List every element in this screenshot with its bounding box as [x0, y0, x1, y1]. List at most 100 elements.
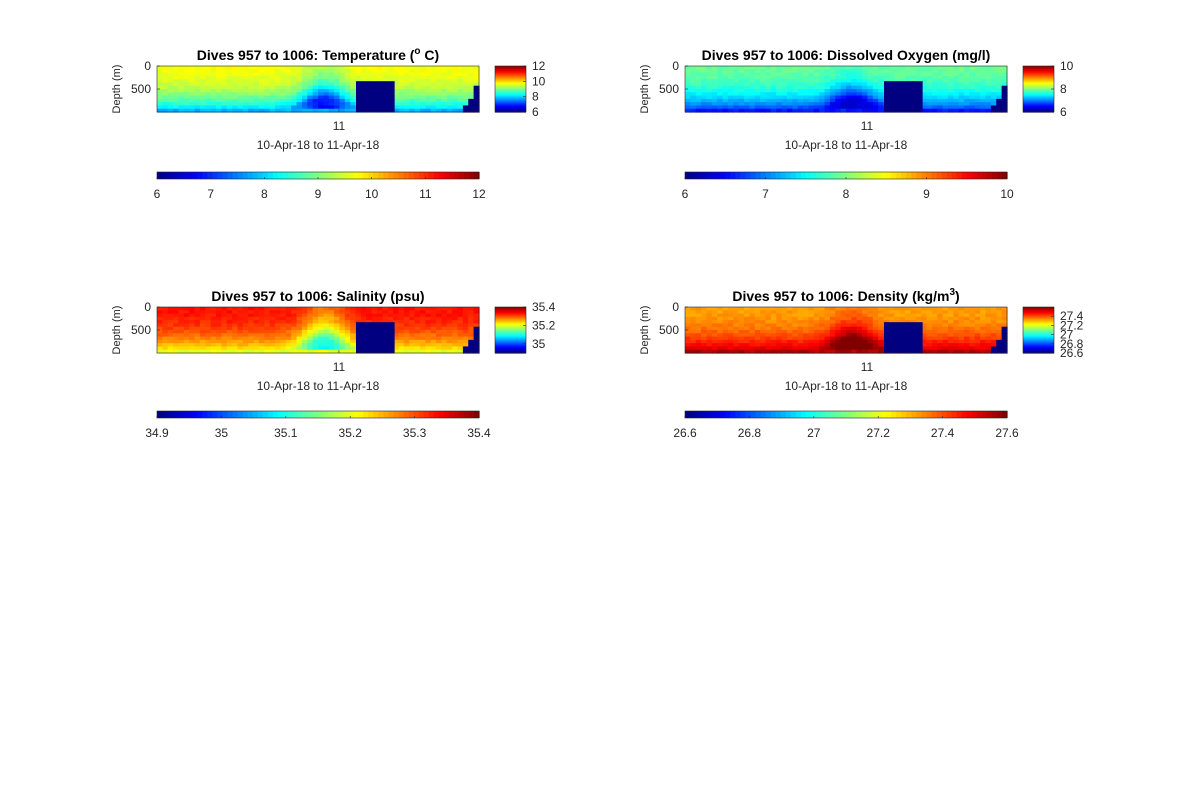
colorbar-swatch [1023, 91, 1054, 94]
colorbar-swatch [1023, 311, 1054, 314]
heatmap-cell [776, 89, 783, 93]
colorbar-swatch [343, 411, 349, 418]
heatmap-cell [829, 72, 836, 77]
heatmap-cell [744, 82, 750, 87]
heatmap-cell [307, 349, 314, 354]
colorbar-swatch [1023, 106, 1054, 108]
heatmap-cell [280, 82, 287, 87]
heatmap-cell [765, 82, 772, 87]
heatmap-cell [926, 82, 933, 87]
heatmap-cell [371, 79, 378, 84]
heatmap-cell [813, 72, 820, 77]
heatmap-cell [969, 343, 976, 348]
heatmap-cell [157, 72, 163, 77]
heatmap-cell [419, 66, 426, 70]
heatmap-cell [280, 349, 287, 354]
heatmap-cell [685, 105, 691, 110]
x-tick-label: 11 [333, 119, 346, 133]
colorbar-swatch [1023, 326, 1054, 329]
colorbar-swatch [257, 172, 264, 179]
heatmap-cell [835, 85, 842, 90]
heatmap-cell [237, 346, 244, 351]
heatmap-cell [173, 346, 180, 351]
heatmap-cell [457, 79, 464, 84]
heatmap-cell [1001, 326, 1008, 331]
heatmap-cell [462, 307, 469, 311]
heatmap-cell [921, 313, 928, 318]
heatmap-cell [685, 92, 691, 97]
colorbar-tick-label: 35 [532, 337, 546, 351]
colorbar-swatch [495, 350, 526, 353]
heatmap-cell [722, 326, 729, 331]
heatmap-cell [344, 75, 351, 80]
heatmap-cell [813, 102, 820, 107]
heatmap-cell [344, 333, 351, 338]
heatmap-cell [701, 92, 708, 97]
colorbar-swatch [700, 172, 706, 179]
colorbar-swatch [495, 94, 526, 97]
heatmap-cell [711, 79, 718, 84]
heatmap-cell [312, 313, 319, 318]
heatmap-cell [258, 102, 265, 107]
heatmap-cell [803, 72, 810, 77]
heatmap-cell [301, 79, 308, 84]
heatmap-cell [264, 102, 271, 107]
heatmap-cell [706, 72, 713, 77]
heatmap-cell [194, 330, 201, 334]
heatmap-cell [958, 102, 965, 107]
heatmap-cell [937, 66, 944, 70]
heatmap-cell [685, 75, 691, 80]
heatmap-cell [808, 82, 815, 87]
heatmap-cell [339, 72, 346, 77]
heatmap-cell [318, 336, 324, 341]
heatmap-cell [468, 320, 475, 325]
heatmap-cell [285, 79, 292, 84]
heatmap-cell [323, 102, 330, 107]
heatmap-cell [409, 108, 416, 113]
heatmap-cell [840, 316, 847, 321]
heatmap-cell [167, 310, 174, 315]
heatmap-cell [969, 326, 976, 331]
colorbar-swatch [1023, 307, 1054, 309]
heatmap-cell [819, 66, 826, 70]
heatmap-cell [452, 92, 459, 97]
heatmap-cell [749, 66, 756, 70]
colorbar-swatch [495, 320, 526, 323]
y-tick-label: 500 [131, 323, 151, 337]
colorbar-tick-label: 35.4 [532, 300, 556, 314]
heatmap-cell [183, 92, 190, 97]
heatmap-cell [835, 69, 842, 74]
heatmap-cell [323, 98, 330, 103]
heatmap-cell [797, 66, 804, 70]
heatmap-cell [178, 333, 185, 338]
colorbar-swatch [1023, 108, 1054, 111]
heatmap-cell [468, 85, 475, 90]
heatmap-cell [851, 108, 858, 113]
heatmap-cell [888, 75, 895, 80]
heatmap-cell [722, 85, 729, 90]
heatmap-cell [210, 69, 217, 74]
heatmap-cell [360, 307, 367, 311]
heatmap-cell [931, 85, 938, 90]
heatmap-cell [360, 320, 367, 325]
heatmap-cell [221, 75, 228, 80]
heatmap-cell [964, 313, 971, 318]
colorbar-swatch [378, 411, 385, 418]
heatmap-cell [754, 346, 761, 351]
heatmap-cell [711, 89, 718, 93]
heatmap-cell [468, 346, 475, 351]
heatmap-cell [701, 95, 708, 100]
heatmap-cell [701, 85, 708, 90]
heatmap-cell [803, 326, 810, 331]
heatmap-cell [915, 66, 922, 70]
colorbar-swatch [896, 411, 902, 418]
heatmap-cell [285, 75, 292, 80]
heatmap-cell [296, 326, 303, 331]
heatmap-cell [242, 105, 249, 110]
heatmap-cell [754, 320, 761, 325]
heatmap-cell [162, 105, 169, 110]
heatmap-cell [888, 66, 895, 70]
heatmap-cell [280, 343, 287, 348]
heatmap-cell [781, 72, 788, 77]
heatmap-cell [867, 98, 874, 103]
